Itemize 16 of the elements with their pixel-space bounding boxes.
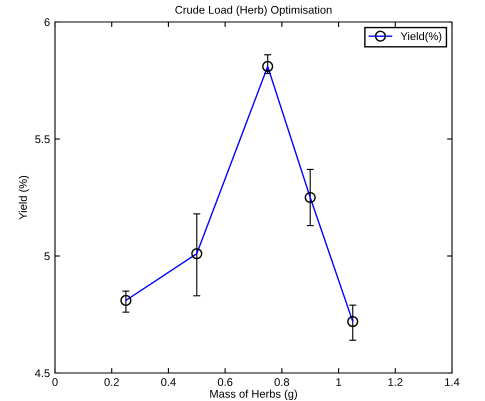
x-tick-label: 1.2 — [388, 378, 402, 386]
x-tick-label: 1.4 — [445, 378, 460, 386]
x-tick-label: 0.2 — [104, 378, 119, 386]
y-tick-label: 5.5 — [35, 135, 50, 144]
x-tick-label: 0.4 — [161, 378, 176, 386]
x-axis-title: Mass of Herbs (g) — [210, 390, 297, 400]
x-tick-label: 1 — [336, 378, 342, 386]
chart-title: Crude Load (Herb) Optimisation — [175, 6, 332, 16]
y-tick-label: 6 — [44, 18, 50, 26]
y-tick-label: 4.5 — [34, 369, 50, 378]
x-tick-label: 0 — [52, 378, 58, 386]
x-tick-label: 0.8 — [274, 378, 290, 386]
x-tick-label: 0.6 — [218, 378, 232, 386]
y-tick-label: 5 — [44, 252, 50, 260]
y-axis-title: Yield (%) — [18, 176, 30, 220]
legend-label: Yield(%) — [400, 32, 442, 42]
